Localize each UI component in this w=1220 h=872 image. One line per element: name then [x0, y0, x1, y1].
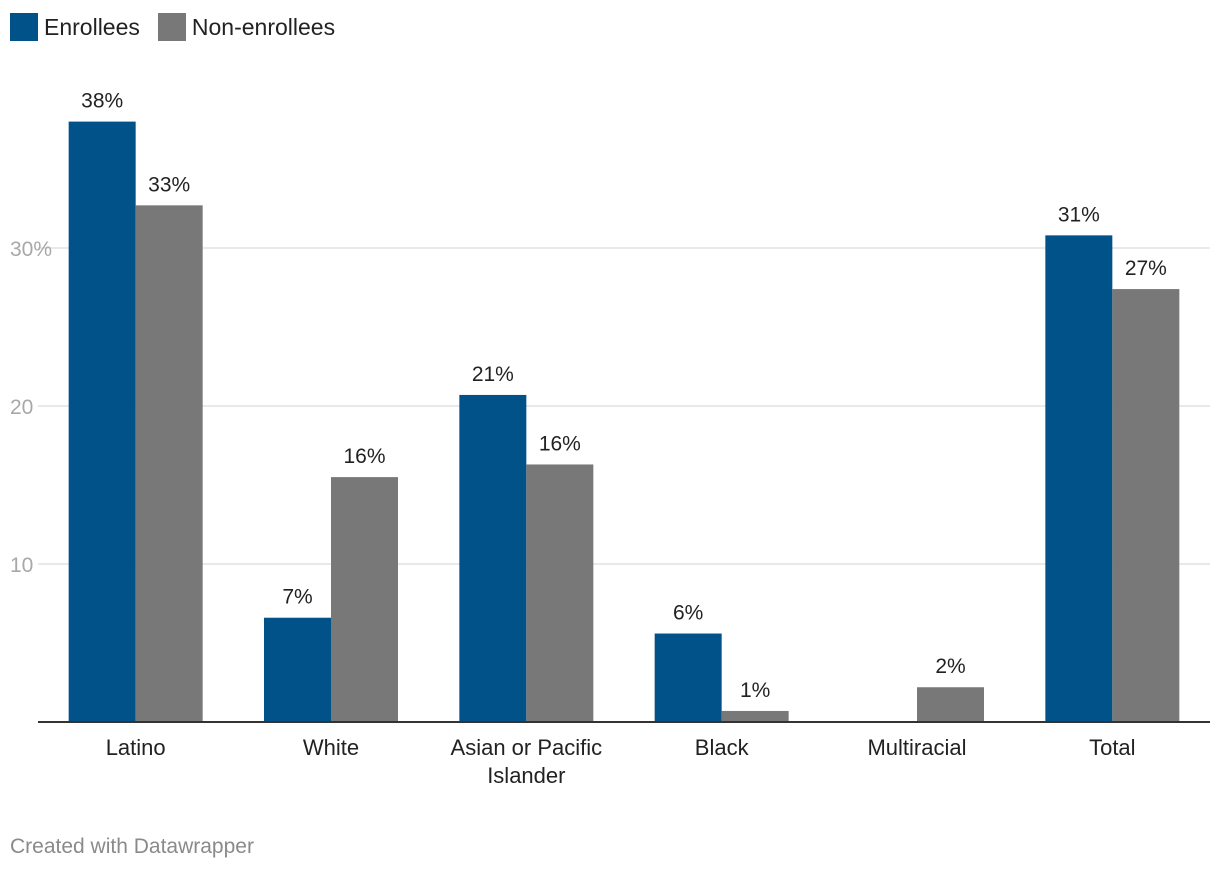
legend-label-non-enrollees: Non-enrollees	[191, 13, 336, 40]
data-label-asian-or-pacific-islander-enrollees: 21%	[472, 363, 514, 386]
legend-swatch-enrollees	[10, 13, 38, 41]
bar-white-enrollees	[264, 617, 331, 722]
bar-asian-or-pacific-islander-enrollees	[459, 394, 527, 722]
data-label-white-non-enrollees: 16%	[343, 445, 385, 468]
data-label-latino-enrollees: 38%	[81, 90, 123, 113]
data-label-black-enrollees: 6%	[673, 602, 703, 625]
legend-item-enrollees: Enrollees	[10, 13, 140, 41]
legend-swatch-non-enrollees	[157, 13, 186, 41]
y-tick-label-10: 10	[10, 554, 33, 577]
legend-item-non-enrollees: Non-enrollees	[157, 13, 336, 41]
bar-latino-enrollees	[68, 121, 136, 723]
data-label-black-non-enrollees: 1%	[740, 679, 770, 702]
data-label-white-enrollees: 7%	[282, 586, 312, 609]
y-tick-label-20: 20	[10, 396, 33, 419]
bar-multiracial-non-enrollees	[917, 687, 984, 722]
data-label-latino-non-enrollees: 33%	[148, 173, 190, 196]
footer-credit: Created with Datawrapper	[10, 835, 254, 858]
bar-asian-or-pacific-islander-non-enrollees	[526, 464, 594, 722]
x-tick-label-white-line-0: White	[303, 735, 359, 760]
data-label-total-non-enrollees: 27%	[1125, 257, 1167, 280]
y-tick-label-30: 30%	[10, 238, 52, 261]
x-tick-label-latino-line-0: Latino	[106, 735, 166, 760]
x-tick-label-black-line-0: Black	[695, 735, 750, 760]
data-label-multiracial-non-enrollees: 2%	[935, 655, 965, 678]
bar-black-enrollees	[654, 633, 722, 722]
bar-black-non-enrollees	[721, 710, 789, 722]
x-tick-label-total-line-0: Total	[1089, 735, 1135, 760]
legend: Enrollees Non-enrollees	[10, 13, 353, 41]
data-label-asian-or-pacific-islander-non-enrollees: 16%	[539, 432, 581, 455]
x-tick-label-multiracial-line-0: Multiracial	[867, 735, 966, 760]
legend-label-enrollees: Enrollees	[44, 13, 140, 40]
x-tick-label-asian-or-pacific-islander-line-0: Asian or Pacific	[451, 735, 603, 760]
bar-latino-non-enrollees	[135, 205, 203, 723]
data-label-total-enrollees: 31%	[1058, 203, 1100, 226]
bar-total-enrollees	[1045, 235, 1113, 723]
bar-total-non-enrollees	[1112, 289, 1180, 722]
bar-white-non-enrollees	[331, 477, 398, 722]
x-tick-label-asian-or-pacific-islander-line-1: Islander	[487, 763, 565, 788]
